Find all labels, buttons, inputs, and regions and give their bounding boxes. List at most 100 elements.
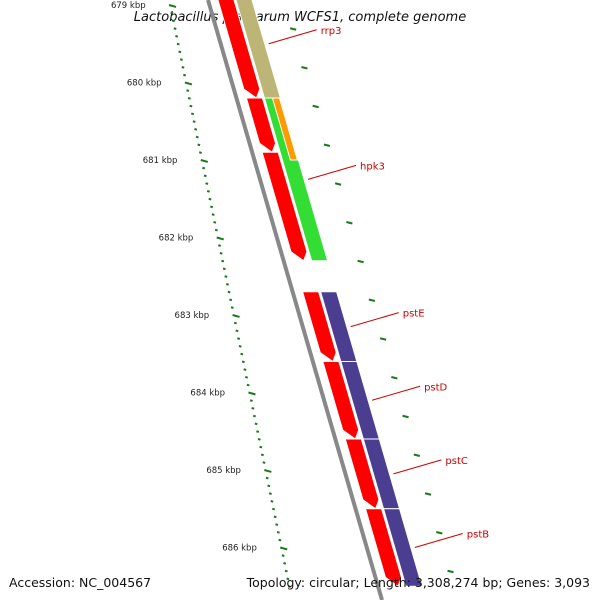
ruler-tick-minor bbox=[202, 166, 206, 170]
ruler-tick-minor bbox=[198, 151, 202, 154]
ruler-tick-minor bbox=[262, 461, 266, 464]
tick-label-682: 682 kbp bbox=[159, 234, 194, 244]
outer-tick bbox=[334, 182, 342, 186]
gene-label-pstC[interactable]: pstC bbox=[445, 456, 467, 467]
ruler-tick-minor bbox=[181, 66, 185, 69]
gene-label-rrp3[interactable]: rrp3 bbox=[321, 26, 342, 37]
cds-feature bbox=[245, 97, 277, 154]
ruler-tick-minor bbox=[213, 221, 217, 224]
ruler-tick-minor bbox=[254, 422, 258, 426]
ruler-tick-major bbox=[279, 546, 288, 551]
cds-feature bbox=[322, 361, 360, 440]
ruler-tick-minor bbox=[283, 562, 287, 565]
ruler-tick-minor bbox=[275, 523, 279, 526]
ruler-tick-minor bbox=[205, 182, 209, 185]
ruler-tick-minor bbox=[208, 197, 212, 201]
cds-feature bbox=[344, 438, 380, 510]
ruler-tick-major bbox=[168, 4, 177, 8]
ruler-tick-minor bbox=[187, 97, 191, 100]
ruler-ticks bbox=[168, 4, 454, 588]
ruler-tick-minor bbox=[267, 484, 271, 488]
tick-label-679: 679 kbp bbox=[111, 1, 146, 11]
tick-label-683: 683 kbp bbox=[175, 311, 210, 321]
gene-feature-pstB bbox=[382, 508, 423, 587]
ruler-tick-minor bbox=[273, 515, 277, 519]
ruler-tick-minor bbox=[211, 213, 215, 216]
ruler-tick-minor bbox=[221, 259, 225, 263]
topology-text: Topology: circular; Length: 3,308,274 bp… bbox=[246, 575, 590, 590]
ruler-tick-minor bbox=[284, 569, 288, 573]
gene-label-pstD[interactable]: pstD bbox=[424, 382, 447, 393]
ruler-tick-minor bbox=[197, 143, 201, 147]
ruler-tick-minor bbox=[278, 538, 282, 542]
gene-label-hpk3[interactable]: hpk3 bbox=[360, 161, 385, 172]
outer-tick bbox=[391, 376, 398, 380]
ruler-tick-minor bbox=[230, 306, 234, 309]
ruler-tick-minor bbox=[241, 360, 245, 364]
outer-tick bbox=[402, 414, 409, 419]
ruler-tick-minor bbox=[286, 577, 290, 581]
ruler-tick-minor bbox=[257, 438, 261, 441]
tick-label-680: 680 kbp bbox=[127, 79, 162, 89]
ruler-tick-minor bbox=[237, 337, 241, 340]
ruler-tick-major bbox=[184, 81, 193, 86]
ruler-tick-major bbox=[216, 236, 224, 241]
tick-label-681: 681 kbp bbox=[143, 156, 178, 166]
outer-tick bbox=[357, 259, 364, 264]
ruler-tick-minor bbox=[243, 368, 247, 371]
ruler-tick-minor bbox=[175, 35, 179, 38]
outer-tick bbox=[447, 569, 454, 574]
ruler-tick-minor bbox=[249, 399, 253, 402]
ruler-tick-minor bbox=[219, 252, 223, 255]
ruler-tick-minor bbox=[268, 492, 272, 495]
ruler-tick-minor bbox=[171, 19, 175, 23]
ruler-tick-minor bbox=[260, 453, 264, 457]
ruler-tick-minor bbox=[214, 228, 218, 232]
ruler-tick-minor bbox=[287, 585, 291, 588]
gene-label-line-pstC bbox=[393, 459, 442, 475]
ruler-tick-minor bbox=[203, 174, 207, 178]
tick-label-684: 684 kbp bbox=[190, 389, 225, 399]
ruler-tick-minor bbox=[218, 244, 222, 247]
ruler-tick-minor bbox=[227, 290, 231, 294]
ruler-tick-minor bbox=[233, 321, 237, 325]
outer-tick bbox=[312, 104, 319, 109]
outer-tick bbox=[368, 298, 376, 302]
feature-tracks bbox=[206, 0, 423, 600]
ruler-tick-minor bbox=[206, 190, 210, 193]
outer-tick bbox=[424, 492, 432, 496]
ruler-tick-minor bbox=[183, 73, 187, 77]
tick-label-685: 685 kbp bbox=[206, 466, 241, 476]
ruler-tick-minor bbox=[192, 120, 196, 123]
ruler-tick-minor bbox=[189, 104, 193, 108]
ruler-tick-minor bbox=[222, 267, 226, 271]
ruler-tick-major bbox=[200, 159, 209, 163]
ruler-tick-minor bbox=[252, 414, 256, 418]
ruler-tick-minor bbox=[235, 329, 239, 333]
ruler-tick-minor bbox=[238, 345, 242, 348]
ruler-tick-minor bbox=[276, 531, 280, 534]
ruler-tick-minor bbox=[240, 352, 244, 356]
outer-tick bbox=[346, 221, 353, 225]
ruler-tick-minor bbox=[229, 298, 233, 302]
gene-label-pstB[interactable]: pstB bbox=[467, 530, 489, 541]
ruler-tick-minor bbox=[245, 376, 249, 379]
gene-label-line-hpk3 bbox=[307, 164, 357, 180]
outer-tick bbox=[289, 27, 297, 31]
ruler-tick-minor bbox=[195, 135, 199, 139]
ruler-tick-minor bbox=[256, 430, 260, 433]
ruler-tick-labels: 679 kbp 680 kbp 681 kbp 682 kbp 683 kbp … bbox=[111, 1, 257, 554]
gene-label-pstE[interactable]: pstE bbox=[403, 309, 425, 320]
ruler-tick-minor bbox=[176, 42, 180, 46]
outer-tick bbox=[323, 143, 331, 147]
gene-label-line-pstB bbox=[414, 533, 463, 548]
ruler-tick-minor bbox=[259, 445, 263, 449]
cds-feature bbox=[261, 151, 308, 262]
outer-tick bbox=[413, 453, 421, 457]
ruler-tick-minor bbox=[186, 89, 190, 92]
ruler-tick-major bbox=[232, 314, 240, 318]
ruler-tick-minor bbox=[251, 407, 255, 410]
ruler-tick-minor bbox=[272, 507, 276, 511]
ruler-tick-minor bbox=[265, 476, 269, 480]
ruler-tick-major bbox=[248, 391, 256, 396]
